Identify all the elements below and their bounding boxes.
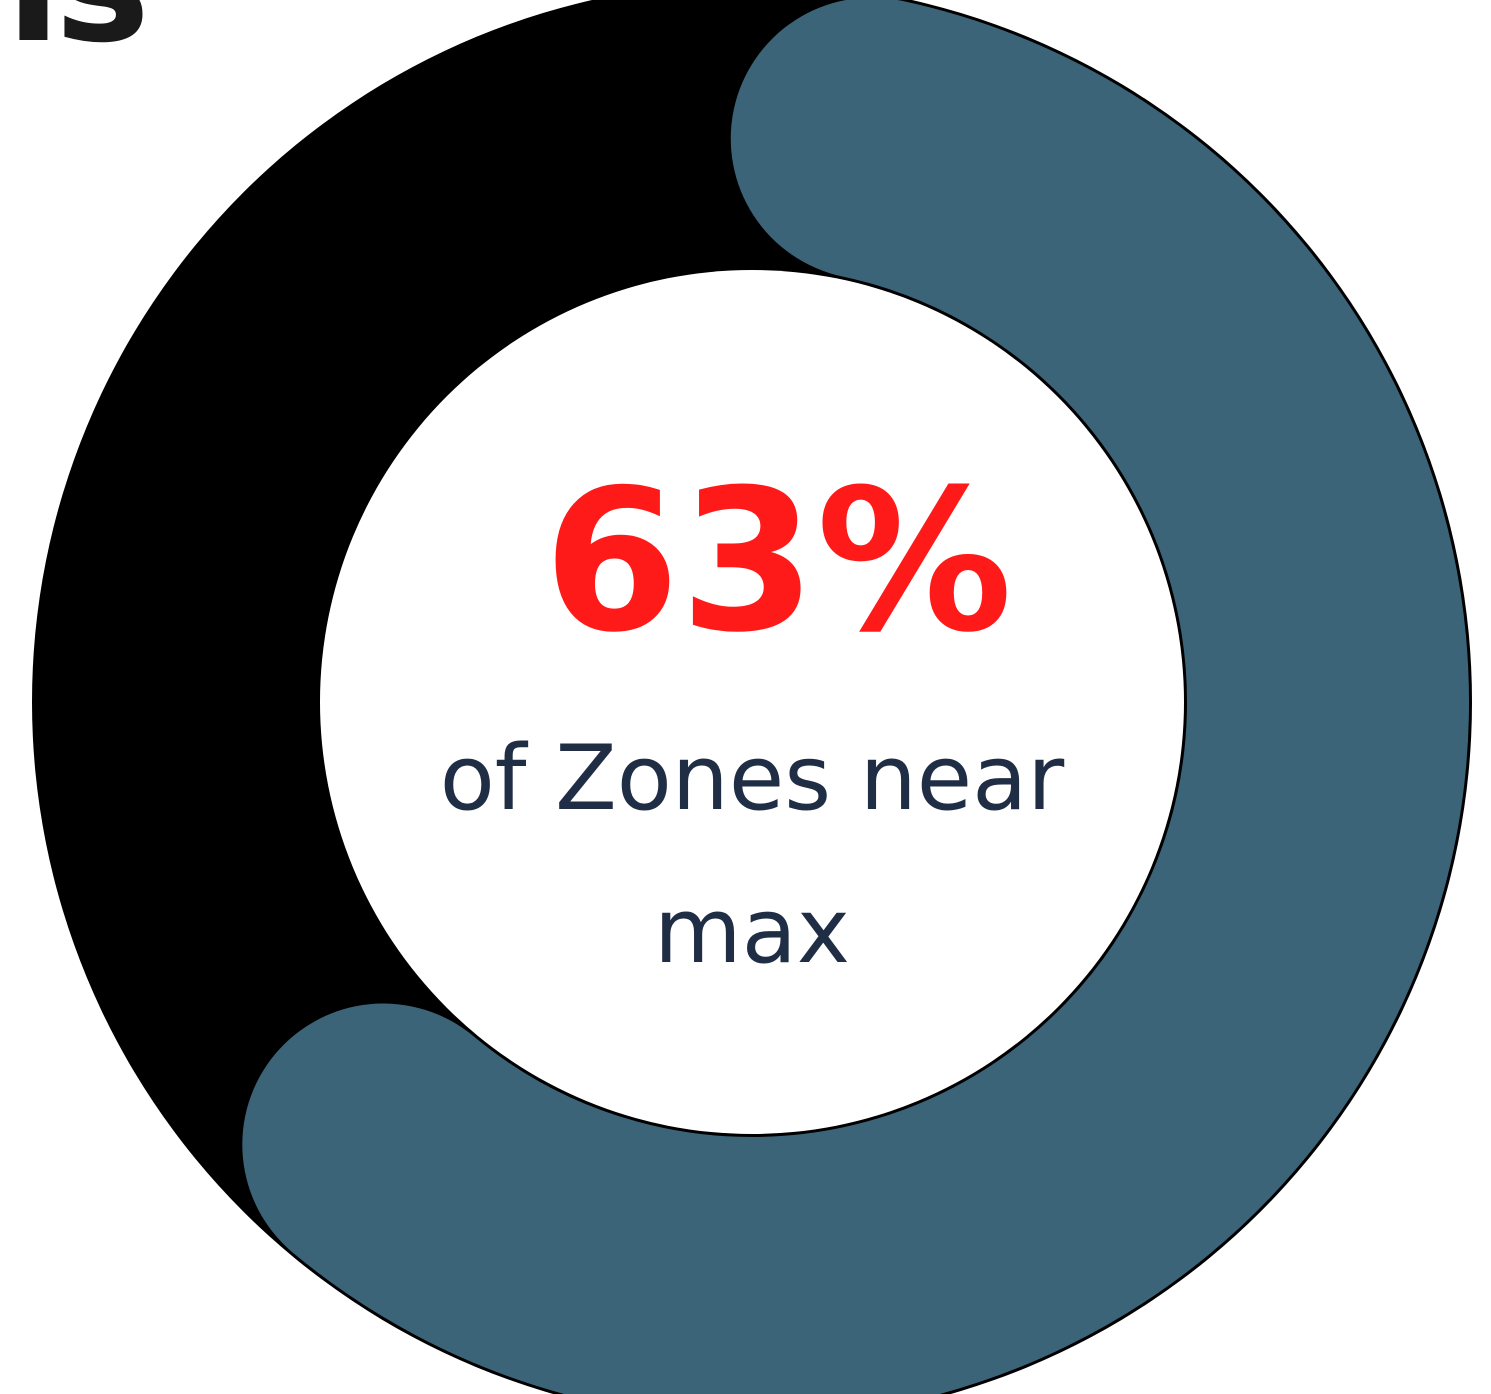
cropped-heading: is — [6, 0, 150, 65]
center-caption-line-2: max — [654, 879, 850, 984]
center-caption-line-1: of Zones near — [440, 726, 1065, 831]
gauge-value-arc — [242, 0, 1469, 1394]
gauge-center — [320, 270, 1184, 1134]
center-value-label: 63% — [543, 448, 1012, 676]
